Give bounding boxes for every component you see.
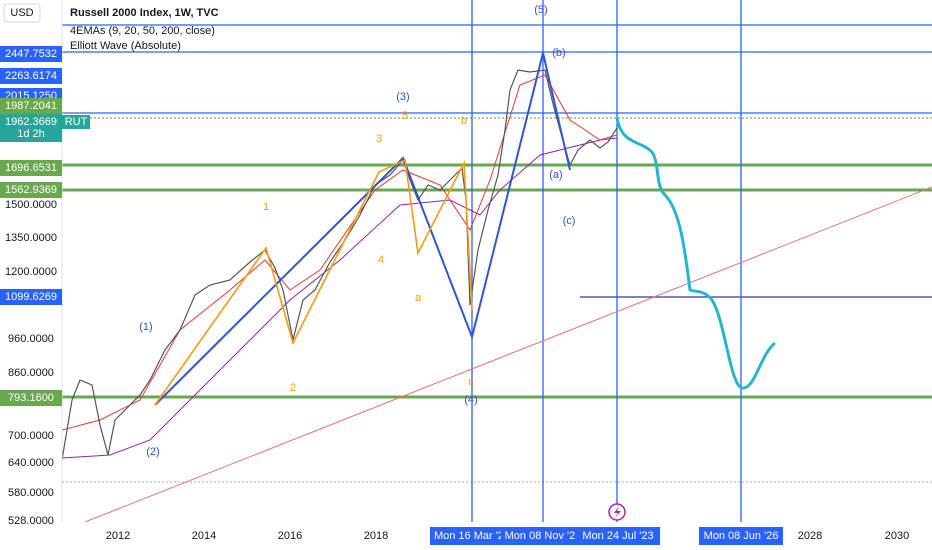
date-marker: Mon 08 Jun '26 — [704, 530, 779, 542]
price-label: 793.1600 — [8, 392, 54, 404]
wave-label: 2 — [290, 382, 296, 394]
chart-title: Russell 2000 Index, 1W, TVC — [70, 7, 219, 19]
currency[interactable]: USD — [10, 7, 33, 19]
price-label: 528.0000 — [8, 515, 54, 527]
last-price: 1962.3669 — [5, 116, 57, 128]
price-label: 2447.7532 — [5, 48, 57, 60]
price-label: 640.0000 — [8, 457, 54, 469]
indicator[interactable]: 4EMAs (9, 20, 50, 200, close) — [70, 25, 215, 37]
wave-label: (4) — [464, 394, 477, 406]
date-marker: Mon 16 Mar '20 — [434, 530, 510, 542]
price-label: 1500.0000 — [5, 199, 57, 211]
price-label: 960.0000 — [8, 333, 54, 345]
countdown: 1d 2h — [17, 128, 45, 140]
date-marker-box — [699, 527, 783, 545]
price-label: 860.0000 — [8, 367, 54, 379]
price-label: 1562.9369 — [5, 184, 57, 196]
wave-label: (b) — [552, 47, 565, 59]
price-label-box — [0, 182, 62, 198]
alert-bolt — [614, 506, 621, 518]
price-label-box — [0, 68, 62, 84]
date-marker-box — [501, 527, 585, 545]
indicator[interactable]: Elliott Wave (Absolute) — [70, 40, 181, 52]
wave-label: 3 — [376, 133, 382, 145]
wave-label: 1 — [263, 201, 269, 213]
wave-label: (3) — [396, 91, 409, 103]
trend-line — [84, 186, 932, 523]
date-marker: Mon 24 Jul '23 — [582, 530, 653, 542]
price-label-box — [0, 98, 62, 114]
price-label: 1987.2041 — [5, 100, 57, 112]
wave-label: 4 — [378, 254, 384, 266]
date-marker-box — [430, 527, 514, 545]
price-label: 1350.0000 — [5, 232, 57, 244]
symbol: RUT — [65, 116, 88, 128]
levels — [62, 24, 932, 483]
year-label: 2030 — [885, 530, 909, 542]
vertical-lines — [471, 0, 742, 522]
wave-label: b — [461, 115, 467, 127]
ema-line — [61, 137, 618, 459]
minor-wave — [154, 158, 473, 406]
primary-wave — [154, 52, 571, 406]
year-label: 2016 — [278, 530, 302, 542]
price-label-box — [0, 160, 62, 176]
wave-label: a — [415, 292, 422, 304]
wave-label: (1) — [139, 321, 152, 333]
price-label: 2263.6174 — [5, 70, 57, 82]
wave-label: (2) — [146, 446, 159, 458]
wave-label: (c) — [563, 215, 576, 227]
price-axis — [0, 0, 62, 522]
price-label-box — [0, 289, 62, 305]
year-label: 2028 — [798, 530, 822, 542]
wave-label: 5 — [402, 110, 408, 122]
symbol-box — [62, 115, 90, 129]
price-label: 1200.0000 — [5, 266, 57, 278]
year-label: 2014 — [192, 530, 216, 542]
price-label-box — [0, 390, 62, 406]
date-marker: Mon 08 Nov '21 — [505, 530, 582, 542]
projection-curve — [615, 117, 777, 390]
price-label: 580.0000 — [8, 487, 54, 499]
price-label-box — [0, 46, 62, 62]
price-label: 1696.6531 — [5, 162, 57, 174]
wave-label: (5) — [534, 4, 547, 16]
date-marker-box — [576, 527, 660, 545]
price-label: 700.0000 — [8, 430, 54, 442]
price-label: 1099.6269 — [5, 291, 57, 303]
wave-label: (a) — [549, 169, 562, 181]
year-label: 2012 — [106, 530, 130, 542]
year-label: 2018 — [364, 530, 388, 542]
currency-box[interactable] — [3, 3, 41, 23]
wave-label: c — [468, 376, 474, 388]
last-price-box — [0, 114, 62, 142]
